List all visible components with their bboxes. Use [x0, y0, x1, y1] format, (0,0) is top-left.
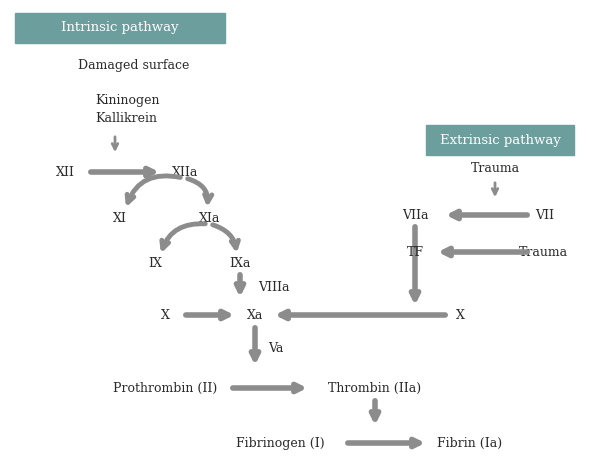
- Text: X: X: [161, 308, 169, 321]
- Text: Fibrin (Ia): Fibrin (Ia): [437, 437, 503, 449]
- Text: Kininogen: Kininogen: [95, 94, 160, 106]
- Text: Extrinsic pathway: Extrinsic pathway: [440, 134, 560, 147]
- Text: IXa: IXa: [229, 256, 251, 270]
- Text: XIIa: XIIa: [172, 165, 198, 178]
- Text: Thrombin (IIa): Thrombin (IIa): [328, 382, 422, 395]
- Text: VIIa: VIIa: [402, 208, 428, 221]
- Text: Va: Va: [268, 342, 283, 355]
- Text: Prothrombin (II): Prothrombin (II): [113, 382, 217, 395]
- Text: Fibrinogen (I): Fibrinogen (I): [236, 437, 325, 449]
- FancyBboxPatch shape: [426, 125, 574, 155]
- FancyBboxPatch shape: [15, 13, 225, 43]
- Text: XIa: XIa: [199, 212, 221, 225]
- Text: Kallikrein: Kallikrein: [95, 112, 157, 124]
- Text: TF: TF: [407, 246, 424, 259]
- Text: Trauma: Trauma: [518, 246, 568, 259]
- Text: Damaged surface: Damaged surface: [78, 59, 190, 71]
- Text: X: X: [455, 308, 464, 321]
- Text: IX: IX: [148, 256, 162, 270]
- Text: Trauma: Trauma: [470, 161, 520, 175]
- Text: XII: XII: [56, 165, 74, 178]
- Text: Xa: Xa: [247, 308, 263, 321]
- Text: Intrinsic pathway: Intrinsic pathway: [61, 22, 179, 35]
- Text: VII: VII: [536, 208, 554, 221]
- Text: VIIIa: VIIIa: [258, 280, 290, 294]
- Text: XI: XI: [113, 212, 127, 225]
